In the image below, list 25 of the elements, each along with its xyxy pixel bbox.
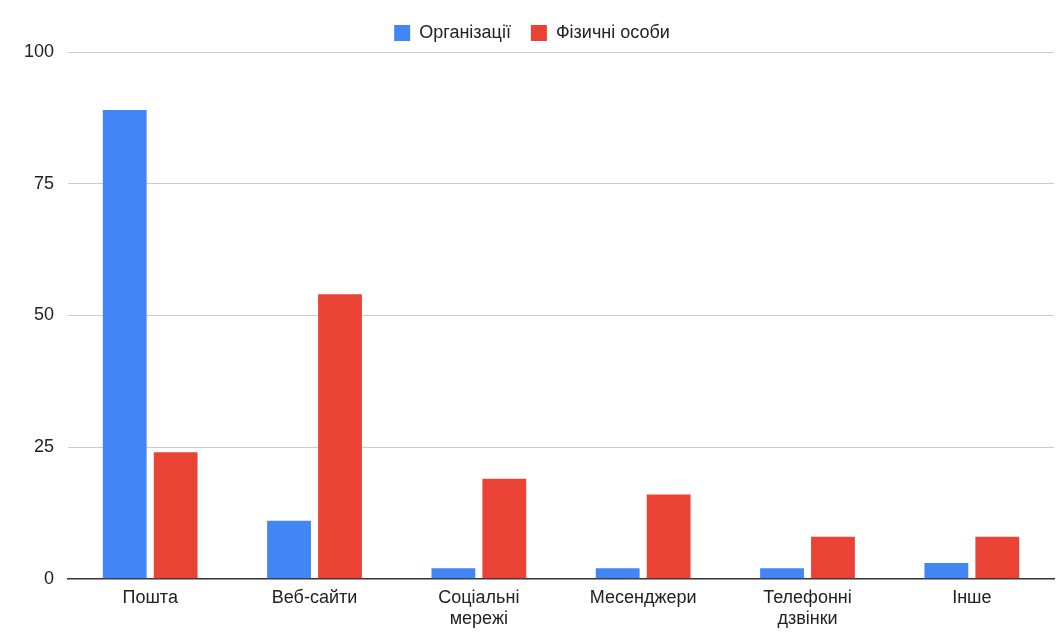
y-tick-label: 75	[34, 172, 55, 193]
x-tick-label: Веб-сайти	[271, 586, 358, 607]
x-tick-label: Пошта	[122, 586, 179, 607]
bar	[811, 536, 855, 579]
legend-label: Організації	[419, 21, 511, 42]
bar	[595, 568, 640, 579]
bar	[431, 568, 476, 579]
bar	[153, 452, 198, 579]
y-tick-label: 25	[34, 436, 55, 457]
x-tick-label: Месенджери	[589, 586, 697, 607]
y-tick-label: 0	[44, 567, 55, 588]
x-tick-label: Соціальні мережі	[438, 586, 520, 629]
legend-label: Фізичні особи	[555, 21, 670, 42]
y-tick-label: 50	[34, 304, 55, 325]
bar	[975, 536, 1020, 579]
bar	[102, 109, 147, 579]
bar	[760, 568, 804, 579]
bar	[482, 478, 527, 579]
bar	[646, 494, 691, 579]
bar	[924, 563, 969, 579]
bar	[267, 520, 311, 579]
bar	[318, 294, 362, 579]
x-tick-label: Інше	[952, 586, 992, 607]
x-tick-label: Телефонні дзвінки	[763, 586, 852, 629]
y-tick-label: 100	[23, 40, 55, 61]
